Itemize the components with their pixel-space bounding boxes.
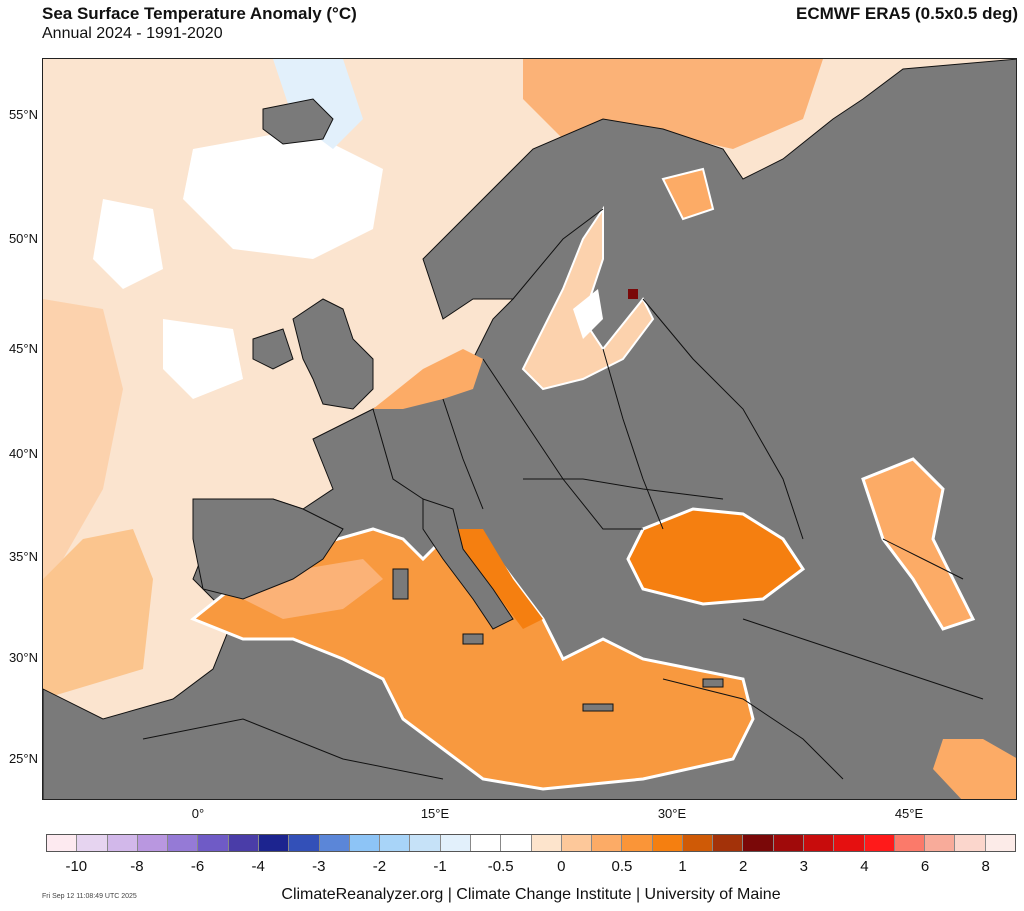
- caspian-sea: [861, 457, 976, 631]
- great-britain: [292, 298, 374, 410]
- colorbar-cell: [592, 835, 623, 851]
- colorbar-cell: [319, 835, 350, 851]
- colorbar-label: -2: [372, 858, 387, 875]
- colorbar-label: 8: [981, 858, 990, 875]
- colorbar-label: -0.5: [487, 858, 514, 875]
- lat-label-25n: 25°N: [8, 751, 38, 766]
- colorbar-label: -10: [65, 858, 88, 875]
- atlantic-white-patch-2: [163, 319, 243, 399]
- colorbar-cell: [804, 835, 835, 851]
- north-sea: [373, 349, 483, 409]
- colorbar-label: -3: [312, 858, 326, 875]
- colorbar-cell: [77, 835, 108, 851]
- colorbar-cell: [258, 835, 290, 851]
- colorbar-cell: [925, 835, 956, 851]
- persian-gulf: [933, 739, 1016, 799]
- colorbar-cell: [864, 835, 895, 851]
- lat-label-50n: 50°N: [8, 231, 38, 246]
- colorbar-cell: [713, 835, 744, 851]
- atlantic-warm-patch: [43, 299, 123, 579]
- colorbar-label: 4: [860, 858, 869, 875]
- colorbar-cell: [622, 835, 653, 851]
- iceland: [262, 98, 334, 145]
- colorbar-cell: [834, 835, 865, 851]
- italy: [422, 498, 514, 630]
- lon-label-45e: 45°E: [894, 806, 924, 821]
- country-borders: [142, 208, 984, 780]
- colorbar-label: 0.5: [611, 858, 633, 875]
- timestamp: Fri Sep 12 11:08:49 UTC 2025: [42, 893, 137, 900]
- colorbar-label: -4: [251, 858, 265, 875]
- colorbar-cell: [682, 835, 714, 851]
- colorbar-label: 3: [799, 858, 808, 875]
- lat-label-45n: 45°N: [8, 341, 38, 356]
- cyprus: [702, 678, 724, 688]
- lat-label-55n: 55°N: [8, 107, 38, 122]
- colorbar-cell: [531, 835, 562, 851]
- colorbar-cell: [107, 835, 138, 851]
- colorbar-cell: [137, 835, 169, 851]
- map-canvas[interactable]: [42, 58, 1017, 800]
- colorbar-cell: [228, 835, 259, 851]
- map-title: Sea Surface Temperature Anomaly (°C): [42, 4, 357, 23]
- crete: [582, 703, 614, 712]
- lon-label-0: 0°: [191, 806, 205, 821]
- colorbar-cell: [561, 835, 593, 851]
- colorbar-label: 1: [678, 858, 687, 875]
- colorbar-cell: [440, 835, 471, 851]
- sicily: [462, 633, 484, 645]
- gulf-of-finland-hotspot: [628, 289, 638, 299]
- colorbar-label: 0: [557, 858, 566, 875]
- adriatic-sea: [453, 529, 543, 629]
- colorbar-label: -6: [190, 858, 205, 875]
- colorbar-cell: [743, 835, 774, 851]
- north-atlantic-cool-patch: [183, 129, 383, 259]
- lon-label-15e: 15°E: [420, 806, 450, 821]
- dataset-label: ECMWF ERA5 (0.5x0.5 deg): [796, 4, 1018, 23]
- colorbar-label: 6: [920, 858, 930, 875]
- lat-label-30n: 30°N: [8, 650, 38, 665]
- colorbar-cell: [168, 835, 199, 851]
- colorbar-cell: [894, 835, 926, 851]
- atlantic-white-patch: [93, 199, 163, 289]
- white-sea: [661, 167, 715, 221]
- colorbar-cell: [349, 835, 381, 851]
- colorbar-cell: [47, 835, 78, 851]
- colorbar-cell: [652, 835, 683, 851]
- bothnia-cool: [573, 289, 603, 339]
- colorbar-cell: [773, 835, 805, 851]
- colorbar-label: -8: [130, 858, 144, 875]
- colorbar-cell: [380, 835, 411, 851]
- sardinia: [392, 568, 409, 600]
- colorbar-cell: [501, 835, 532, 851]
- colorbar-label: 2: [739, 858, 748, 875]
- colorbar-cell: [470, 835, 502, 851]
- credit-line: ClimateReanalyzer.org | Climate Change I…: [281, 886, 781, 903]
- colorbar-label: -1: [433, 858, 447, 875]
- colorbar-cell: [985, 835, 1015, 851]
- iberia: [192, 498, 344, 600]
- colorbar-cell: [198, 835, 229, 851]
- lat-label-40n: 40°N: [8, 446, 38, 461]
- sst-anomaly-map: [43, 59, 1016, 799]
- colorbar-cell: [955, 835, 986, 851]
- map-subtitle: Annual 2024 - 1991-2020: [42, 25, 223, 42]
- black-sea: [626, 507, 806, 606]
- lon-label-30e: 30°E: [657, 806, 687, 821]
- ireland: [252, 328, 294, 370]
- lat-label-35n: 35°N: [8, 549, 38, 564]
- colorbar-cell: [289, 835, 320, 851]
- colorbar-cell: [410, 835, 441, 851]
- western-med-patch: [243, 559, 383, 619]
- colorbar: [46, 834, 1016, 852]
- atlantic-warm-south: [43, 529, 153, 699]
